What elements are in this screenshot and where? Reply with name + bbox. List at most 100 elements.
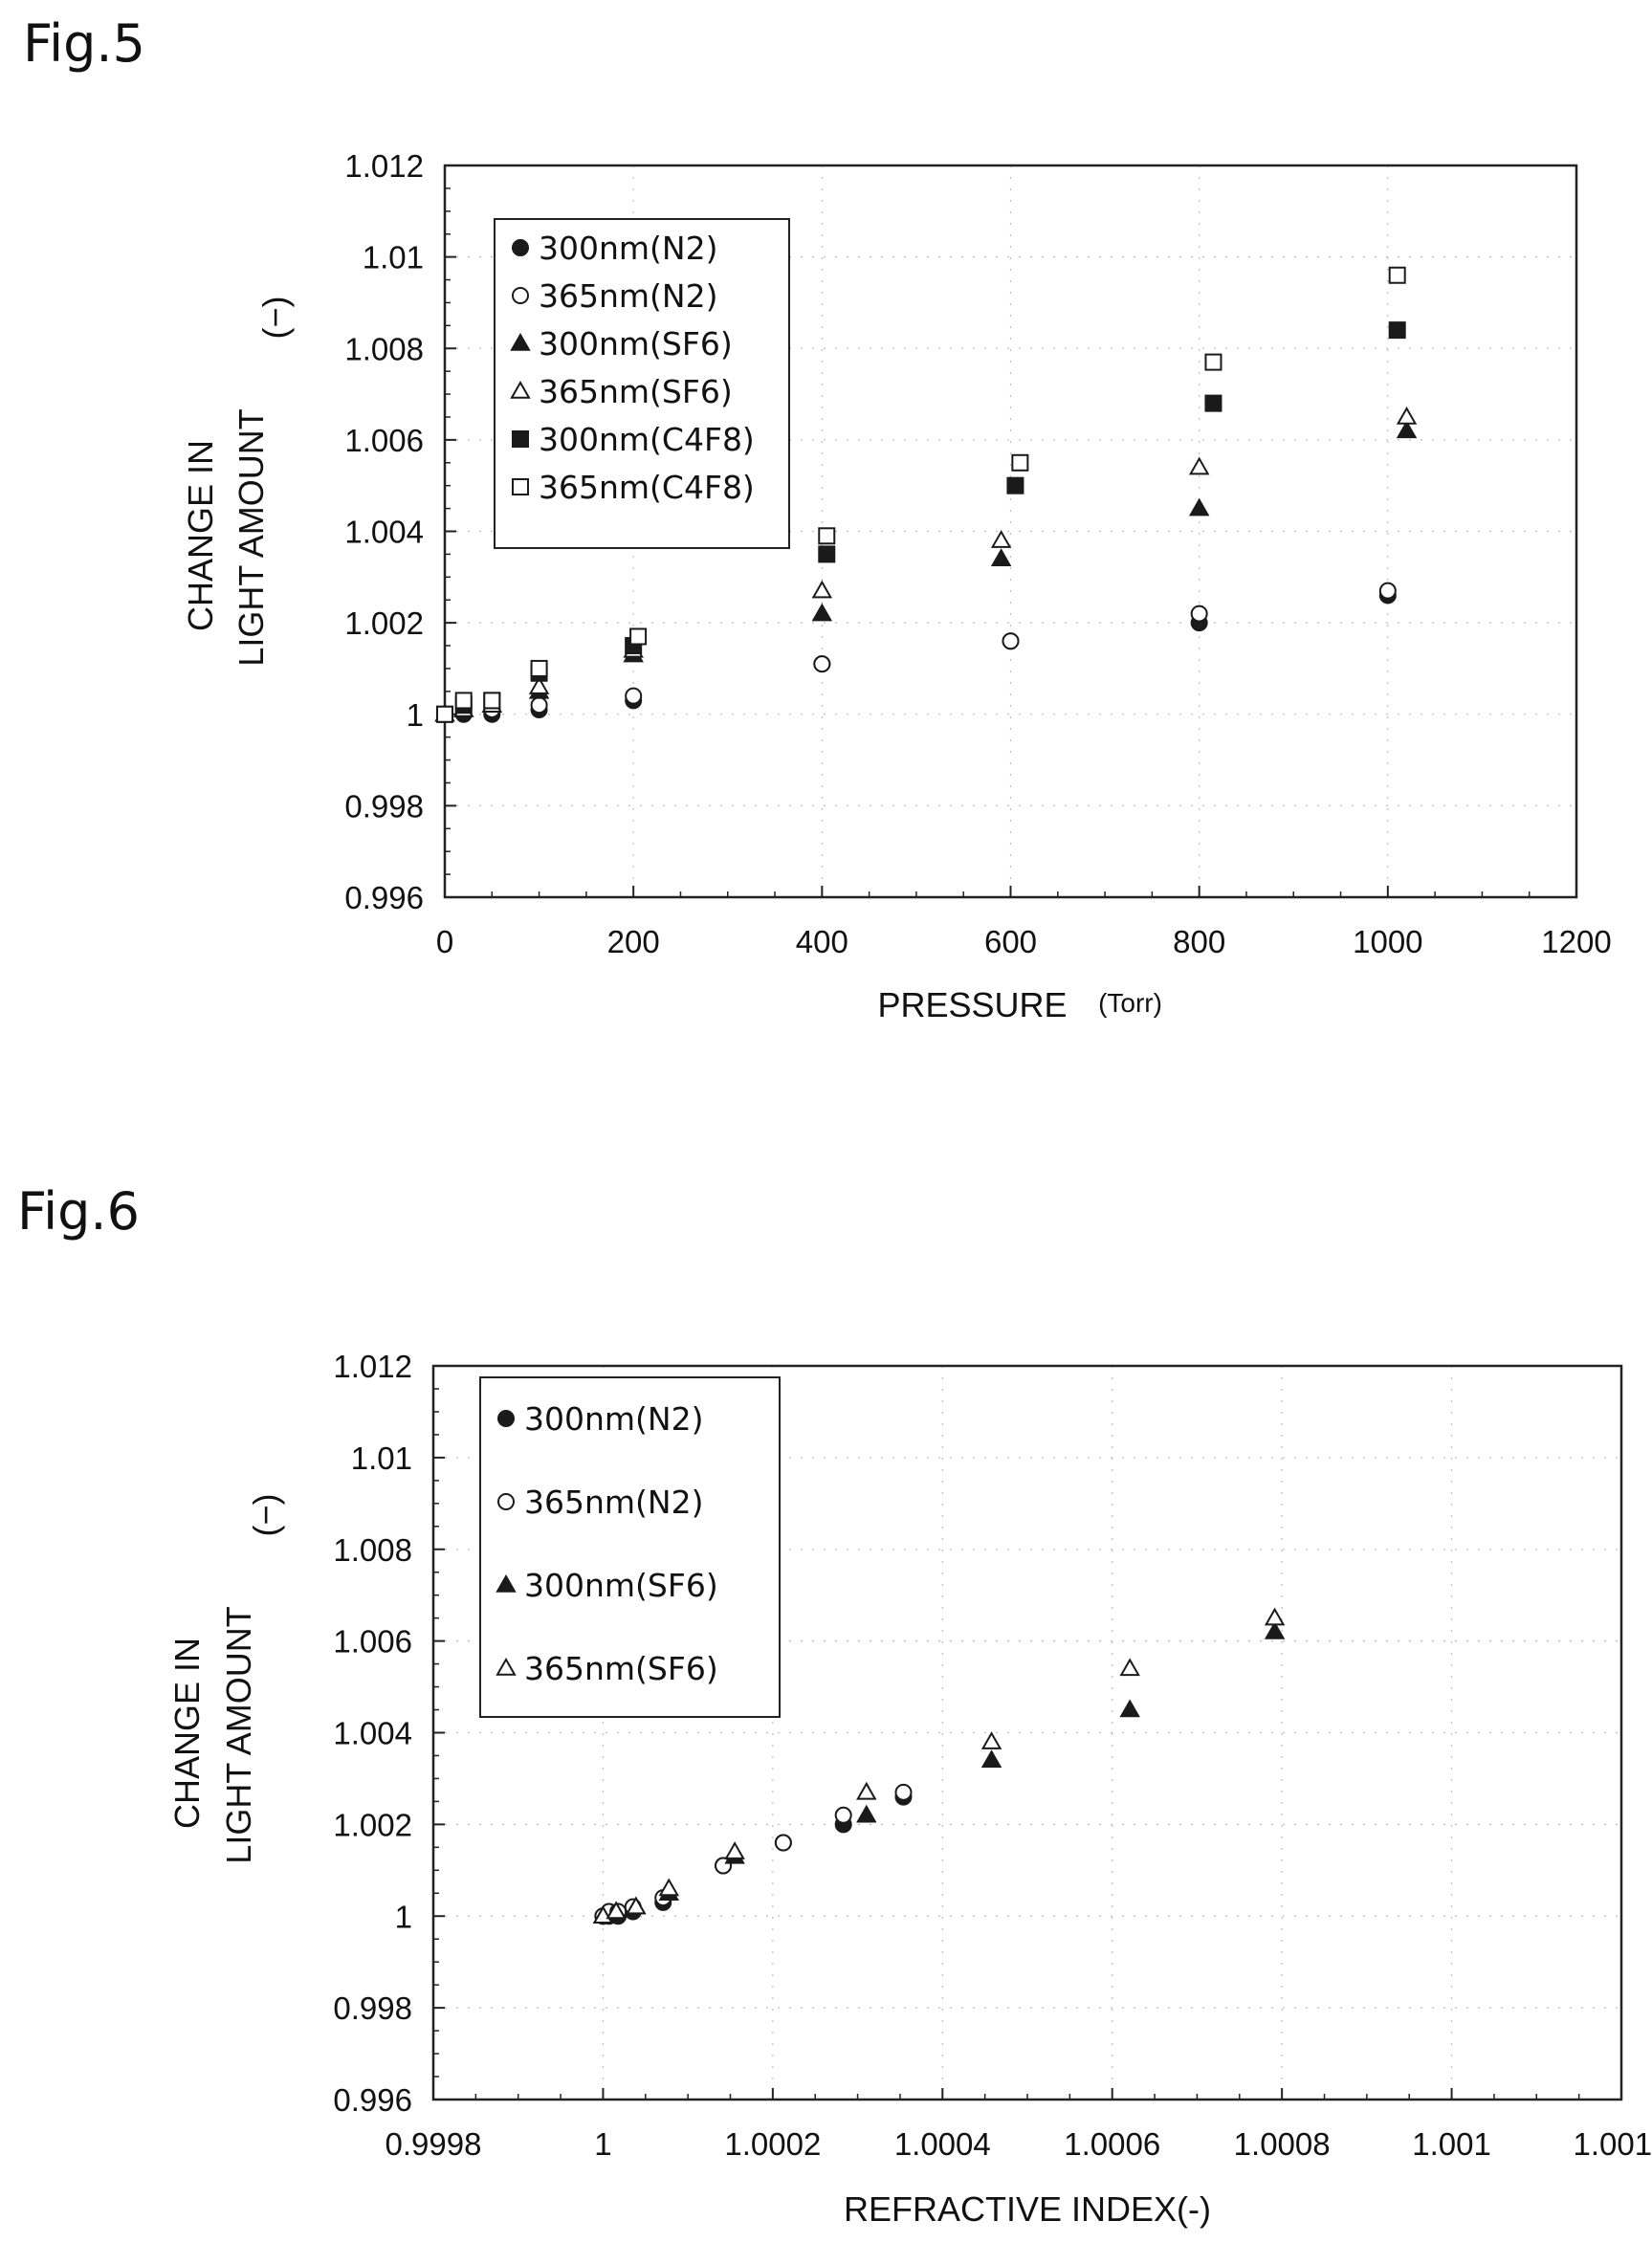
data-point-300nm-sf6 — [856, 1804, 877, 1823]
x-tick-label: 600 — [984, 924, 1037, 959]
data-point-300nm-sf6 — [811, 603, 833, 622]
legend-marker-300nm-c4f8 — [512, 430, 529, 448]
legend-box — [494, 218, 790, 549]
data-point-365nm-n2 — [1190, 605, 1208, 623]
legend-label-365nm-n2: 365nm(N2) — [524, 1484, 703, 1521]
data-point-300nm-sf6 — [980, 1749, 1002, 1769]
data-point-365nm-c4f8 — [1011, 453, 1029, 472]
data-point-365nm-c4f8 — [1388, 266, 1406, 284]
legend-box — [479, 1376, 781, 1718]
data-point-365nm-sf6 — [1119, 1658, 1140, 1677]
y-tick-label: 1.004 — [333, 1716, 412, 1751]
y-axis: 0.996 0.998 1 1.002 1.004 1.006 1.008 1.01 1.012 — [333, 1349, 445, 2118]
legend: 300nm(N2) 365nm(N2) 300nm(SF6) 365nm(SF6) 30… — [494, 218, 790, 549]
y-tick-label: 1 — [407, 697, 424, 733]
data-point-365nm-sf6 — [724, 1841, 745, 1859]
data-point-365nm-c4f8 — [818, 527, 836, 545]
x-tick-label: 1200 — [1541, 924, 1611, 959]
legend-label-300nm-n2: 300nm(N2) — [539, 230, 717, 267]
legend-marker-300nm-sf6 — [510, 332, 531, 351]
y-axis-title-line2: LIGHT AMOUNT — [219, 1606, 258, 1863]
data-point-300nm-c4f8 — [818, 545, 836, 563]
figure-6-label: Fig.6 — [17, 1181, 140, 1242]
data-point-365nm-n2 — [1002, 632, 1020, 650]
x-tick-label: 200 — [607, 924, 660, 959]
y-axis-unit: (−) — [255, 297, 295, 340]
y-tick-label: 0.998 — [344, 788, 424, 824]
legend-label-300nm-sf6: 300nm(SF6) — [524, 1567, 718, 1604]
legend-marker-365nm-sf6 — [496, 1657, 517, 1676]
y-tick-label: 1.012 — [344, 148, 424, 184]
y-tick-label: 0.996 — [344, 880, 424, 915]
data-point-300nm-c4f8 — [1006, 476, 1024, 495]
x-tick-label: 800 — [1173, 924, 1225, 959]
data-point-300nm-c4f8 — [1388, 321, 1406, 340]
y-tick-label: 0.996 — [333, 2082, 412, 2118]
data-point-365nm-n2 — [834, 1806, 852, 1824]
data-point-365nm-sf6 — [990, 530, 1012, 548]
legend-marker-365nm-n2 — [497, 1493, 515, 1510]
data-point-300nm-sf6 — [1264, 1621, 1286, 1639]
legend-label-300nm-n2: 300nm(N2) — [524, 1400, 703, 1438]
series-365nm-n2 — [594, 1783, 913, 1925]
data-point-365nm-n2 — [774, 1834, 792, 1852]
legend-marker-365nm-c4f8 — [512, 478, 529, 495]
data-point-365nm-c4f8 — [483, 692, 501, 710]
y-tick-label: 1.01 — [363, 240, 424, 275]
legend: 300nm(N2) 365nm(N2) 300nm(SF6) 365nm(SF6) — [479, 1376, 781, 1718]
data-point-365nm-sf6 — [1396, 406, 1418, 425]
y-tick-label: 1.01 — [351, 1440, 412, 1476]
gridlines — [445, 165, 1576, 897]
legend-label-365nm-sf6: 365nm(SF6) — [539, 373, 733, 410]
data-point-365nm-n2 — [625, 687, 643, 705]
x-tick-label: 1 — [594, 2126, 611, 2162]
x-tick-label: 1.0004 — [894, 2126, 991, 2162]
x-axis: 0.9998 1 1.0002 1.0004 1.0006 1.0008 1.001 1.00… — [385, 2088, 1652, 2162]
data-point-365nm-c4f8 — [1204, 353, 1222, 371]
data-point-365nm-sf6 — [606, 1901, 627, 1920]
y-axis-title-line2: LIGHT AMOUNT — [231, 408, 271, 666]
legend-label-365nm-n2: 365nm(N2) — [539, 277, 717, 315]
y-tick-label: 1 — [395, 1899, 412, 1934]
series-300nm-n2 — [594, 1788, 913, 1925]
data-point-365nm-sf6 — [856, 1781, 877, 1800]
legend-label-300nm-sf6: 300nm(SF6) — [539, 325, 733, 363]
x-axis: 0 200 400 600 800 1000 1200 — [436, 886, 1612, 959]
y-axis-title-line1: CHANGE IN — [167, 1638, 207, 1829]
data-point-365nm-sf6 — [811, 580, 833, 599]
y-tick-label: 1.004 — [344, 515, 424, 550]
y-axis-title-line1: CHANGE IN — [181, 440, 220, 631]
data-point-300nm-sf6 — [990, 548, 1012, 566]
y-tick-label: 0.998 — [333, 1990, 412, 2026]
data-point-365nm-sf6 — [1188, 456, 1210, 475]
data-point-365nm-sf6 — [980, 1731, 1002, 1749]
data-point-365nm-n2 — [813, 655, 831, 673]
y-tick-label: 1.002 — [333, 1807, 412, 1842]
data-point-300nm-sf6 — [1396, 420, 1418, 439]
x-axis-unit: (Torr) — [1098, 988, 1162, 1018]
x-tick-label: 1.0008 — [1234, 2126, 1331, 2162]
data-point-365nm-c4f8 — [629, 627, 648, 646]
x-tick-label: 400 — [796, 924, 848, 959]
figure-5-label: Fig.5 — [23, 13, 145, 74]
data-point-365nm-sf6 — [626, 1896, 647, 1915]
data-point-365nm-sf6 — [658, 1878, 679, 1897]
y-tick-label: 1.008 — [344, 331, 424, 366]
x-tick-label: 0.9998 — [385, 2126, 482, 2162]
y-tick-label: 1.002 — [344, 605, 424, 641]
legend-label-365nm-sf6: 365nm(SF6) — [524, 1650, 718, 1687]
data-point-365nm-sf6 — [1264, 1607, 1286, 1626]
y-tick-label: 1.006 — [344, 423, 424, 458]
data-point-365nm-n2 — [894, 1783, 913, 1801]
legend-marker-365nm-sf6 — [510, 380, 531, 399]
legend-marker-300nm-n2 — [512, 239, 529, 256]
y-tick-label: 1.006 — [333, 1624, 412, 1660]
data-point-300nm-sf6 — [1188, 497, 1210, 517]
data-point-365nm-sf6 — [528, 676, 550, 694]
chart-fig5-pressure: 0.996 0.998 1 1.002 1.004 1.006 1.008 1.01 1.012… — [181, 148, 1612, 1024]
x-axis-title: PRESSURE — [877, 985, 1067, 1024]
x-tick-label: 1000 — [1353, 924, 1422, 959]
data-point-365nm-n2 — [1378, 582, 1397, 600]
